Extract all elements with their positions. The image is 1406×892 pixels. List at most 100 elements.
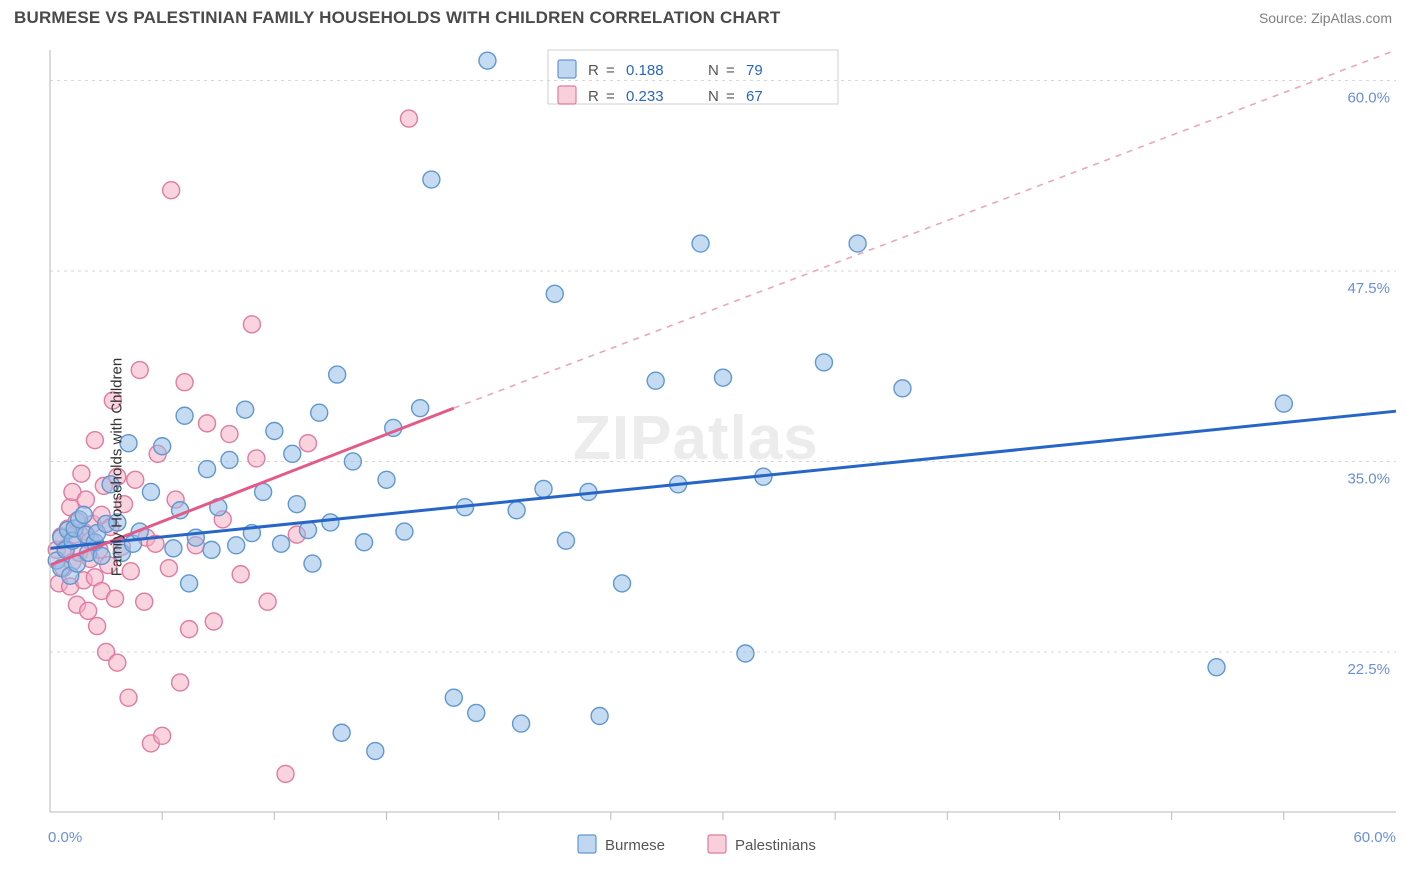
burmese-point <box>93 547 110 564</box>
palestinians-point <box>131 362 148 379</box>
palestinians-point <box>163 182 180 199</box>
legend-swatch-burmese <box>578 835 596 853</box>
legend-swatch-palestinians <box>708 835 726 853</box>
chart-title: BURMESE VS PALESTINIAN FAMILY HOUSEHOLDS… <box>14 8 781 28</box>
palestinians-point <box>205 613 222 630</box>
legend-label-burmese: Burmese <box>605 837 665 854</box>
burmese-point <box>423 171 440 188</box>
burmese-point <box>894 380 911 397</box>
chart-header: BURMESE VS PALESTINIAN FAMILY HOUSEHOLDS… <box>0 0 1406 34</box>
burmese-point <box>181 575 198 592</box>
palestinians-point <box>107 590 124 607</box>
y-axis-label: Family Households with Children <box>109 358 126 576</box>
burmese-point <box>546 285 563 302</box>
legend-r-value: 0.188 <box>626 62 664 79</box>
burmese-point <box>344 453 361 470</box>
source-link[interactable]: ZipAtlas.com <box>1311 10 1392 26</box>
burmese-point <box>288 496 305 513</box>
legend-swatch <box>558 60 576 78</box>
palestinians-point <box>80 602 97 619</box>
palestinians-point <box>109 654 126 671</box>
burmese-point <box>154 438 171 455</box>
burmese-point <box>849 235 866 252</box>
x-min-label: 0.0% <box>48 829 82 846</box>
burmese-point <box>445 689 462 706</box>
palestinians-point <box>232 566 249 583</box>
burmese-point <box>367 743 384 760</box>
legend-r-value: 0.233 <box>626 88 664 105</box>
x-max-label: 60.0% <box>1353 829 1396 846</box>
legend-eq: = <box>726 62 735 79</box>
burmese-point <box>715 369 732 386</box>
burmese-point <box>508 502 525 519</box>
legend-eq: = <box>726 88 735 105</box>
legend-label-palestinians: Palestinians <box>735 837 816 854</box>
burmese-point <box>557 532 574 549</box>
burmese-point <box>513 715 530 732</box>
palestinians-point <box>73 465 90 482</box>
palestinians-point <box>160 560 177 577</box>
burmese-point <box>176 407 193 424</box>
palestinians-point <box>77 491 94 508</box>
burmese-point <box>304 555 321 572</box>
palestinians-point <box>176 374 193 391</box>
burmese-point <box>228 537 245 554</box>
legend-n-label: N <box>708 88 719 105</box>
burmese-point <box>311 404 328 421</box>
palestinians-point <box>127 471 144 488</box>
burmese-point <box>333 724 350 741</box>
legend-n-value: 79 <box>746 62 763 79</box>
legend-r-label: R <box>588 62 599 79</box>
burmese-point <box>329 366 346 383</box>
scatter-chart: 22.5%35.0%47.5%60.0%ZIPatlas0.0%60.0%R=0… <box>0 42 1406 892</box>
palestinians-point <box>221 426 238 443</box>
palestinians-point <box>181 621 198 638</box>
palestinians-point <box>120 689 137 706</box>
burmese-point <box>378 471 395 488</box>
burmese-point <box>737 645 754 662</box>
source-prefix: Source: <box>1259 10 1311 26</box>
palestinians-point <box>400 110 417 127</box>
legend-eq: = <box>606 62 615 79</box>
y-tick-label: 60.0% <box>1347 89 1390 106</box>
burmese-point <box>237 401 254 418</box>
palestinians-point <box>199 415 216 432</box>
burmese-point <box>1208 659 1225 676</box>
burmese-point <box>356 534 373 551</box>
palestinians-point <box>172 674 189 691</box>
legend-n-label: N <box>708 62 719 79</box>
burmese-point <box>468 704 485 721</box>
burmese-point <box>266 423 283 440</box>
burmese-point <box>591 707 608 724</box>
burmese-point <box>535 480 552 497</box>
burmese-point <box>479 52 496 69</box>
palestinians-point <box>89 618 106 635</box>
chart-container: Family Households with Children 22.5% 35.… <box>0 42 1406 892</box>
watermark: ZIPatlas <box>573 404 819 473</box>
palestinians-point <box>136 593 153 610</box>
burmese-point <box>647 372 664 389</box>
legend-swatch <box>558 86 576 104</box>
burmese-point <box>221 451 238 468</box>
legend-r-label: R <box>588 88 599 105</box>
burmese-point <box>165 540 182 557</box>
burmese-point <box>396 523 413 540</box>
source-label: Source: ZipAtlas.com <box>1259 10 1392 26</box>
burmese-point <box>142 483 159 500</box>
burmese-point <box>273 535 290 552</box>
legend-eq: = <box>606 88 615 105</box>
palestinians-point <box>154 727 171 744</box>
y-tick-label: 22.5% <box>1347 661 1390 678</box>
burmese-point <box>75 506 92 523</box>
palestinians-point <box>248 450 265 467</box>
palestinians-point <box>86 432 103 449</box>
palestinians-point <box>243 316 260 333</box>
palestinians-point <box>259 593 276 610</box>
y-tick-label: 35.0% <box>1347 470 1390 487</box>
burmese-point <box>692 235 709 252</box>
burmese-point <box>412 400 429 417</box>
burmese-point <box>284 445 301 462</box>
palestinians-point <box>299 435 316 452</box>
burmese-point <box>199 461 216 478</box>
burmese-point <box>1275 395 1292 412</box>
